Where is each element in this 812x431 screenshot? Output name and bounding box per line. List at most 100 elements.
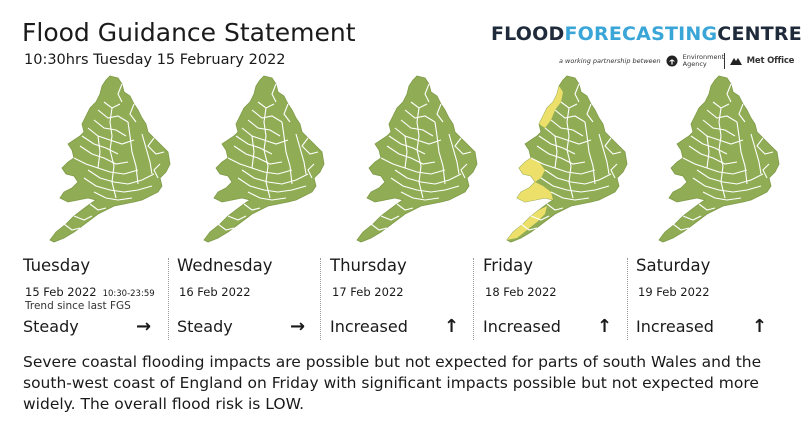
- day-thursday: Thursday 17 Feb 2022 Increased ↑: [330, 256, 470, 342]
- arrow-up-icon: ↑: [444, 316, 460, 337]
- county-boundary: [424, 83, 430, 103]
- day-wednesday: Wednesday 16 Feb 2022 Steady →: [177, 256, 317, 342]
- date-text: 17 Feb 2022: [332, 285, 404, 299]
- county-boundary: [251, 109, 283, 123]
- county-boundary: [227, 157, 293, 175]
- county-boundary: [404, 135, 408, 169]
- logo-word-forecasting: FORECASTING: [564, 23, 718, 45]
- county-boundary: [610, 163, 618, 179]
- county-boundary: [301, 137, 319, 155]
- arrow-up-icon: ↑: [752, 316, 768, 337]
- low-risk-area: [517, 182, 553, 202]
- county-boundary: [109, 107, 117, 199]
- county-boundary: [706, 109, 738, 123]
- column-divider: [627, 258, 628, 340]
- county-boundary: [227, 215, 247, 221]
- county-boundary: [217, 223, 235, 231]
- time-range: 10:30-23:59: [102, 289, 155, 299]
- county-boundary: [756, 137, 774, 155]
- england-wales-area: [203, 75, 325, 243]
- county-boundary: [295, 133, 307, 175]
- logo-word-flood: FLOOD: [491, 23, 565, 45]
- county-boundary: [762, 163, 770, 179]
- logo-separator: [723, 53, 725, 69]
- day-date: 15 Feb 2022 10:30-23:59: [25, 285, 155, 299]
- trend-value: Increased: [636, 317, 714, 336]
- county-boundary: [370, 223, 388, 231]
- county-boundary: [87, 127, 135, 145]
- ffc-logo: FLOODFORECASTINGCENTRE a working partner…: [491, 23, 802, 73]
- county-boundary: [698, 203, 716, 211]
- county-boundary: [434, 121, 446, 185]
- county-boundary: [263, 107, 271, 199]
- county-boundary: [544, 127, 592, 145]
- county-boundary: [436, 103, 444, 123]
- day-tuesday: Tuesday 15 Feb 2022 10:30-23:59 Trend sin…: [23, 256, 163, 342]
- county-boundary: [235, 135, 273, 155]
- county-boundary: [750, 133, 762, 175]
- flood-risk-statement: Severe coastal flooding impacts are poss…: [23, 353, 762, 413]
- county-boundary: [233, 145, 283, 165]
- column-divider: [168, 258, 169, 340]
- county-boundary: [73, 215, 93, 221]
- county-boundary: [736, 121, 748, 185]
- day-date: 18 Feb 2022: [485, 285, 557, 299]
- county-boundary: [554, 109, 586, 123]
- county-boundary: [83, 177, 153, 193]
- county-boundary: [682, 215, 702, 221]
- map-thursday[interactable]: [345, 74, 480, 249]
- map-saturday[interactable]: [647, 74, 782, 249]
- county-boundary: [416, 107, 424, 199]
- county-boundary: [726, 83, 732, 103]
- day-date: 17 Feb 2022: [332, 285, 404, 299]
- day-date: 16 Feb 2022: [179, 285, 251, 299]
- arrow-right-icon: →: [136, 316, 152, 337]
- date-text: 15 Feb 2022: [25, 285, 97, 299]
- county-boundary: [696, 127, 744, 145]
- england-wales-area: [658, 75, 780, 243]
- county-boundary: [536, 145, 586, 165]
- county-boundary: [271, 83, 277, 103]
- county-boundary: [718, 107, 726, 199]
- county-boundary: [574, 83, 580, 103]
- county-boundary: [127, 121, 139, 185]
- map-tuesday[interactable]: [38, 74, 173, 249]
- county-boundary: [538, 135, 576, 155]
- county-boundary: [153, 163, 161, 179]
- county-boundary: [550, 191, 590, 201]
- county-boundary: [690, 135, 728, 155]
- county-boundary: [241, 127, 289, 145]
- county-boundary: [696, 169, 764, 185]
- county-boundary: [89, 203, 107, 211]
- county-boundary: [81, 135, 119, 155]
- county-boundary: [396, 203, 414, 211]
- forecast-maps: [0, 74, 812, 249]
- county-boundary: [530, 215, 550, 221]
- map-wednesday[interactable]: [192, 74, 327, 249]
- county-boundary: [380, 157, 446, 175]
- date-text: 16 Feb 2022: [179, 285, 251, 299]
- county-boundary: [237, 177, 307, 193]
- trend-value: Steady: [23, 317, 79, 336]
- county-boundary: [544, 169, 612, 185]
- county-boundary: [400, 191, 440, 201]
- county-boundary: [584, 121, 596, 185]
- county-boundary: [448, 133, 460, 175]
- england-wales-area: [356, 75, 478, 243]
- county-boundary: [129, 103, 137, 123]
- column-divider: [320, 258, 321, 340]
- trend-label: Trend since last FGS: [25, 300, 131, 312]
- county-boundary: [692, 177, 762, 193]
- county-boundary: [63, 223, 81, 231]
- arrow-right-icon: →: [290, 316, 306, 337]
- county-boundary: [540, 177, 610, 193]
- day-friday: Friday 18 Feb 2022 Increased ↑: [483, 256, 623, 342]
- county-boundary: [460, 163, 468, 179]
- county-boundary: [688, 145, 738, 165]
- county-boundary: [241, 169, 309, 185]
- column-divider: [473, 258, 474, 340]
- map-friday[interactable]: [495, 74, 630, 249]
- day-name: Thursday: [330, 256, 407, 275]
- county-boundary: [554, 135, 558, 169]
- low-risk-area: [539, 86, 563, 128]
